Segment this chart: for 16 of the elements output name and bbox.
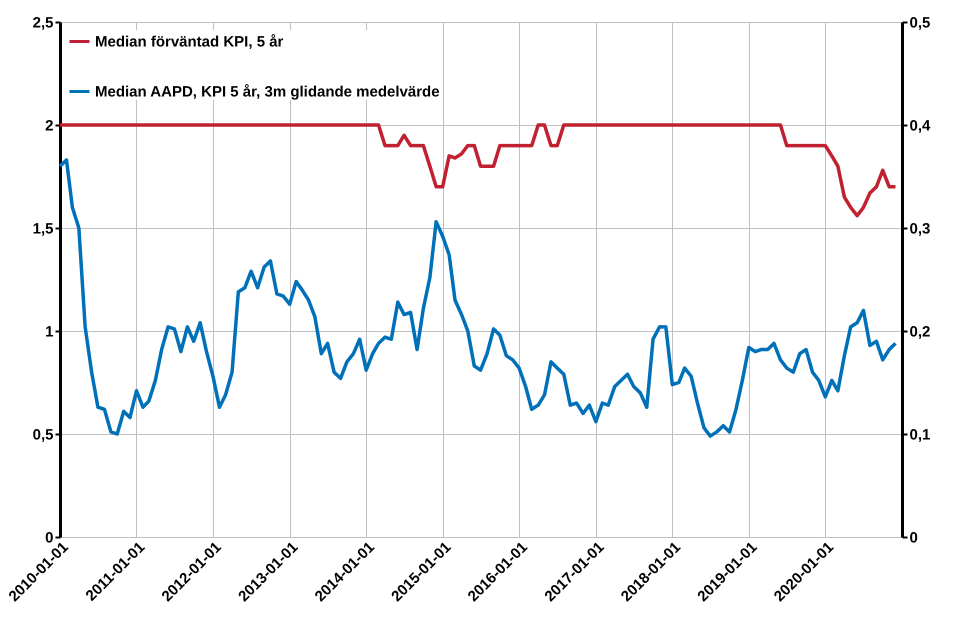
y2-tick-label: 0,3 [910,220,930,238]
y-tick-label: 1 [45,324,54,340]
line-series [58,158,898,438]
legend-label: Median AAPD, KPI 5 år, 3m glidande medelvärde [95,84,440,100]
y2-tick-label: 0 [910,530,918,546]
y-tick-label: 0,5 [32,426,54,444]
y2-tick-label: 0,1 [910,426,930,444]
y2-tick-label: 0,5 [910,14,930,32]
legend-label: Median förväntad KPI, 5 år [95,34,284,50]
y-tick-label: 1,5 [32,220,54,238]
y2-tick-label: 0,4 [910,118,932,134]
y2-tick-label: 0,2 [910,324,930,340]
y-tick-label: 0 [45,530,54,546]
line-series [58,123,898,218]
y-tick-label: 2 [45,118,54,134]
y-tick-label: 2,5 [32,14,54,32]
